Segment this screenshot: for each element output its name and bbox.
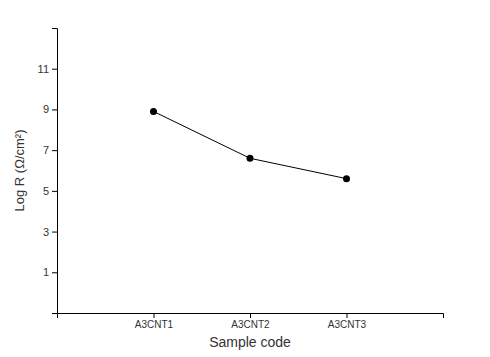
marker xyxy=(343,175,350,182)
y-tick-mark xyxy=(52,69,57,70)
y-tick-label: 7 xyxy=(43,144,49,156)
y-tick: 5 xyxy=(43,185,57,197)
x-tick: A3CNT3 xyxy=(328,313,367,330)
plot-area: 1 3 5 7 9 11 A3CNT1 A3CNT2 A3CNT3 xyxy=(38,29,444,331)
y-tick-label: 11 xyxy=(38,63,49,75)
chart: 1 3 5 7 9 11 A3CNT1 A3CNT2 A3CNT3 Sample code Log … xyxy=(0,0,490,357)
x-tick-mark xyxy=(250,313,251,318)
x-tick-mark xyxy=(154,313,155,318)
marker xyxy=(150,108,157,115)
x-tick: A3CNT1 xyxy=(135,313,174,330)
y-tick: 1 xyxy=(43,266,57,278)
marker xyxy=(247,155,254,162)
y-tick-label: 9 xyxy=(43,103,49,115)
x-tick-label: A3CNT2 xyxy=(231,319,270,330)
x-tick: A3CNT2 xyxy=(231,313,270,330)
y-tick-mark xyxy=(52,109,57,110)
y-tick-label: 1 xyxy=(43,266,49,278)
y-tick: 9 xyxy=(43,103,57,115)
line xyxy=(154,111,347,178)
y-tick-label: 5 xyxy=(43,185,49,197)
y-tick: 3 xyxy=(43,226,57,238)
y-tick: 11 xyxy=(38,63,57,75)
y-tick: 7 xyxy=(43,144,57,156)
series xyxy=(150,108,350,182)
x-tick-mark xyxy=(347,313,348,318)
x-axis-line xyxy=(58,314,444,319)
y-tick-label: 3 xyxy=(43,226,49,238)
y-axis-line xyxy=(52,29,58,314)
x-tick-label: A3CNT3 xyxy=(328,319,367,330)
x-axis: A3CNT1 A3CNT2 A3CNT3 xyxy=(58,313,444,330)
y-axis: 1 3 5 7 9 11 xyxy=(38,29,58,314)
y-tick-mark xyxy=(52,232,57,233)
y-tick-mark xyxy=(52,150,57,151)
y-axis-title: Log R (Ω/cm²) xyxy=(12,130,27,212)
y-tick-mark xyxy=(52,272,57,273)
x-axis-title: Sample code xyxy=(209,334,291,350)
y-tick-mark xyxy=(52,191,57,192)
x-tick-label: A3CNT1 xyxy=(135,319,174,330)
